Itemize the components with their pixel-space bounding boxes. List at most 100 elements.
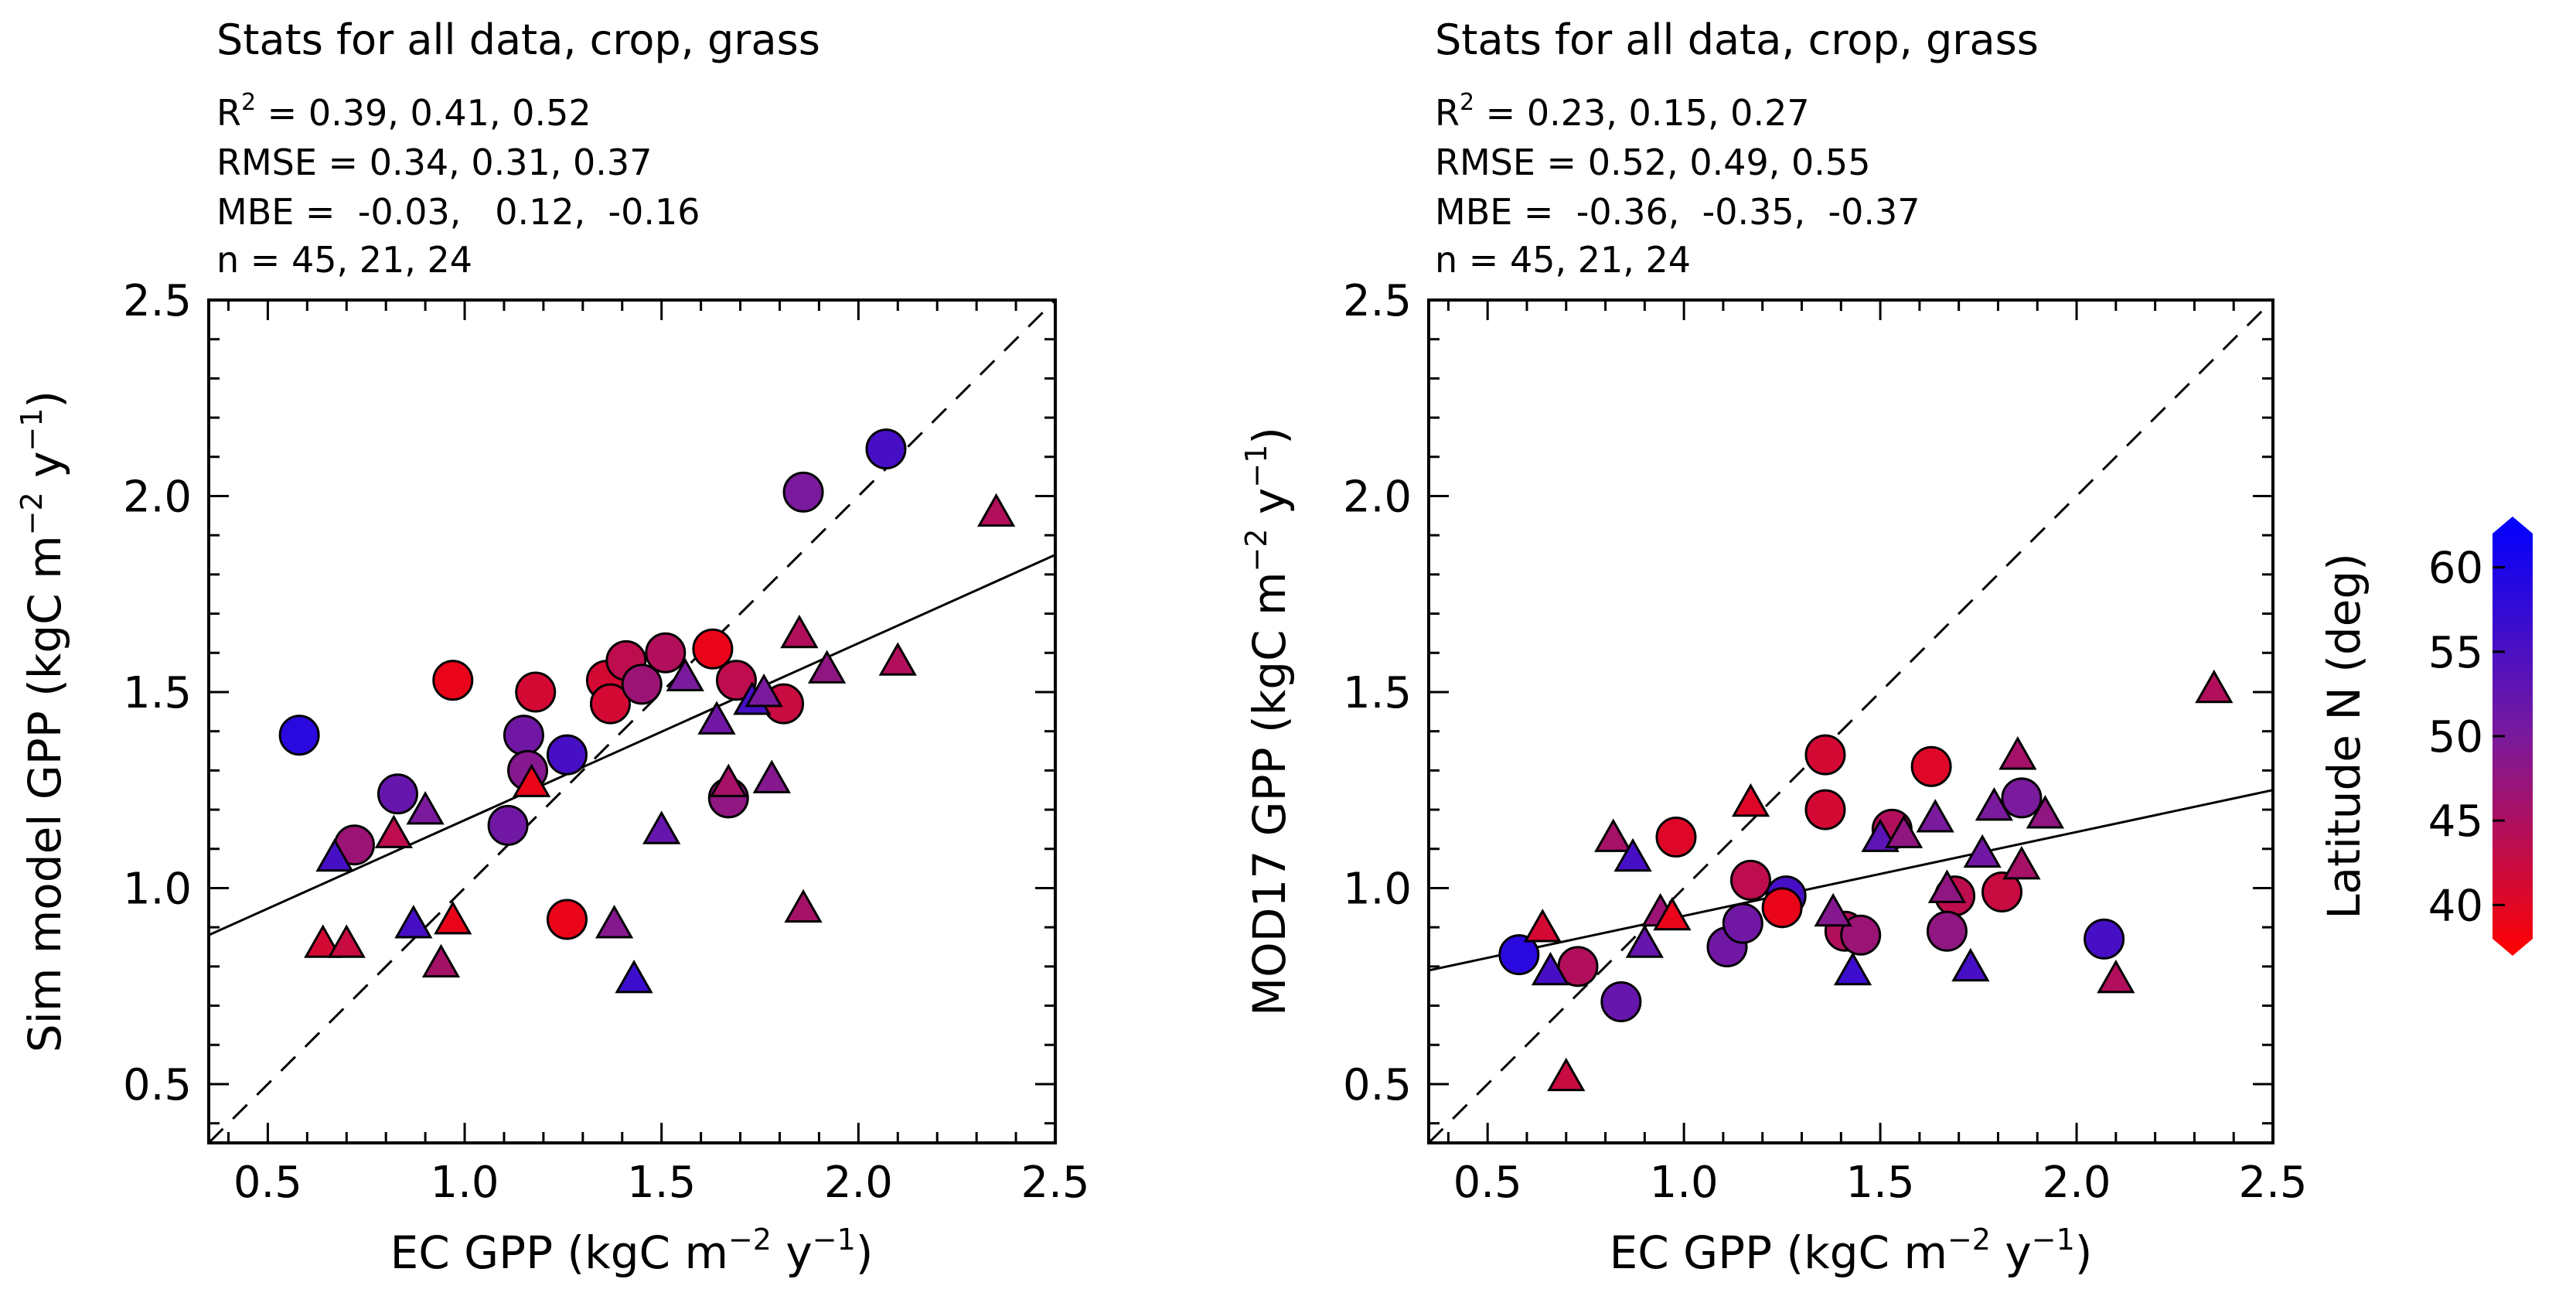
left-grass-point bbox=[304, 924, 342, 958]
right-stats-title: Stats for all data, crop, grass bbox=[1435, 15, 2039, 64]
right-crop-point bbox=[1804, 734, 1846, 776]
right-grass-point bbox=[1814, 892, 1852, 927]
right-crop-point bbox=[1804, 789, 1846, 830]
left-crop-point bbox=[782, 471, 824, 513]
right-crop-point bbox=[2001, 777, 2043, 819]
right-grass-point bbox=[1916, 799, 1954, 833]
right-grass-point bbox=[2002, 846, 2041, 880]
left-crop-point bbox=[515, 671, 557, 713]
left-grass-point bbox=[878, 642, 917, 676]
left-y-tick-label: 2.0 bbox=[123, 472, 192, 522]
left-grass-point bbox=[513, 763, 551, 797]
left-stat-n: n = 45, 21, 24 bbox=[216, 239, 472, 281]
right-one-to-one-line bbox=[1429, 300, 2273, 1143]
right-grass-point bbox=[1613, 837, 1652, 872]
right-grass-point bbox=[1731, 783, 1770, 817]
right-x-tick-label: 1.5 bbox=[1846, 1158, 1915, 1208]
right-grass-point bbox=[1927, 869, 1967, 903]
colorbar-tick-label: 40 bbox=[2428, 881, 2483, 931]
right-x-tick-label: 0.5 bbox=[1453, 1158, 1522, 1208]
right-crop-point bbox=[1722, 902, 1763, 944]
right-grass-point bbox=[1547, 1057, 1586, 1092]
left-crop-point bbox=[546, 734, 588, 776]
colorbar: 40 45 50 55 60 Latitude N (deg) bbox=[2318, 517, 2533, 956]
left-grass-point bbox=[642, 810, 681, 844]
left-crop-point bbox=[432, 660, 474, 701]
right-grass-point bbox=[1625, 924, 1664, 958]
right-crop-point bbox=[2084, 918, 2125, 960]
left-crop-point bbox=[278, 715, 320, 756]
right-grass-point bbox=[2097, 960, 2135, 994]
left-y-tick-label: 1.0 bbox=[123, 864, 192, 914]
right-grass-point bbox=[1594, 818, 1633, 852]
right-grass-point bbox=[1884, 814, 1923, 848]
left-grass-point bbox=[374, 814, 413, 848]
right-grass-point bbox=[1975, 786, 2014, 821]
left-grass-point bbox=[752, 759, 791, 793]
right-y-tick-label: 0.5 bbox=[1343, 1060, 1412, 1110]
left-crop-point bbox=[546, 899, 588, 940]
left-y-axis-label: Sim model GPP (kgC m−2 y−1) bbox=[15, 391, 71, 1052]
left-grass-point bbox=[434, 900, 472, 935]
left-crop-point bbox=[692, 628, 734, 670]
right-stat-mbe: MBE = -0.36, -0.35, -0.37 bbox=[1435, 191, 1920, 233]
right-x-tick-label: 2.0 bbox=[2043, 1158, 2111, 1208]
left-grass-point bbox=[595, 905, 634, 939]
right-plot-area bbox=[1429, 300, 2273, 1143]
right-y-axis-label: MOD17 GPP (kgC m−2 y−1) bbox=[1239, 427, 1296, 1016]
left-panel: Stats for all data, crop, grass R2 = 0.3… bbox=[15, 15, 1090, 1279]
left-y-tick-label: 0.5 bbox=[123, 1060, 192, 1110]
right-x-axis-label: EC GPP (kgC m−2 y−1) bbox=[1610, 1223, 2093, 1279]
right-stat-n: n = 45, 21, 24 bbox=[1435, 239, 1691, 281]
right-y-tick-label: 1.0 bbox=[1343, 864, 1412, 914]
left-grass-point bbox=[780, 614, 819, 649]
left-grass-point bbox=[976, 493, 1016, 527]
left-stats-title: Stats for all data, crop, grass bbox=[216, 15, 820, 64]
left-x-tick-label: 0.5 bbox=[233, 1158, 302, 1208]
colorbar-gradient bbox=[2493, 517, 2533, 956]
right-crop-point bbox=[1655, 817, 1697, 858]
right-panel: Stats for all data, crop, grass R2 = 0.2… bbox=[1239, 15, 2308, 1279]
left-grass-point bbox=[784, 888, 823, 923]
left-crop-point bbox=[503, 715, 544, 756]
left-one-to-one-line bbox=[209, 300, 1055, 1143]
left-stat-mbe: MBE = -0.03, 0.12, -0.16 bbox=[216, 191, 700, 233]
left-plot-area bbox=[209, 300, 1055, 1143]
left-crop-point bbox=[487, 804, 529, 846]
left-crop-point bbox=[377, 773, 418, 815]
left-x-tick-label: 2.5 bbox=[1021, 1158, 1089, 1208]
colorbar-tick-label: 50 bbox=[2428, 712, 2483, 762]
right-grass-point bbox=[1963, 834, 2002, 868]
left-plot-frame bbox=[207, 298, 1057, 1144]
left-x-tick-label: 1.5 bbox=[627, 1158, 696, 1208]
right-grass-point bbox=[1653, 896, 1692, 931]
right-stat-r2: R2 = 0.23, 0.15, 0.27 bbox=[1435, 89, 1810, 134]
left-ticks: 0.5 1.0 1.5 2.0 2.5 0.5 1.0 1.5 2.0 2.5 bbox=[123, 276, 1090, 1208]
left-crop-point bbox=[621, 663, 663, 705]
left-crop-point bbox=[715, 660, 757, 701]
left-x-tick-label: 2.0 bbox=[824, 1158, 893, 1208]
right-grass-point bbox=[1523, 909, 1562, 943]
left-grass-point bbox=[394, 905, 433, 939]
right-x-tick-label: 1.0 bbox=[1650, 1158, 1719, 1208]
left-grass-point bbox=[807, 650, 847, 684]
left-grass-point bbox=[745, 673, 783, 708]
colorbar-tick-label: 60 bbox=[2428, 544, 2483, 594]
right-crop-point bbox=[1981, 871, 2023, 913]
right-ticks: 0.5 1.0 1.5 2.0 2.5 0.5 1.0 1.5 2.0 2.5 bbox=[1343, 276, 2308, 1208]
right-x-tick-label: 2.5 bbox=[2238, 1158, 2307, 1208]
left-grass-point bbox=[709, 763, 748, 797]
colorbar-tick-label: 45 bbox=[2428, 796, 2483, 847]
right-crop-point bbox=[1498, 934, 1540, 976]
right-regression-line bbox=[1429, 789, 2273, 972]
left-stat-rmse: RMSE = 0.34, 0.31, 0.37 bbox=[216, 142, 652, 183]
left-regression-line bbox=[209, 554, 1055, 936]
right-grass-point bbox=[1951, 947, 1990, 982]
right-crop-point bbox=[1600, 981, 1642, 1022]
right-crop-point bbox=[1729, 859, 1771, 901]
left-y-tick-label: 2.5 bbox=[123, 276, 192, 326]
left-grass-point bbox=[615, 960, 653, 994]
right-grass-point bbox=[2026, 795, 2065, 829]
left-crop-point bbox=[589, 683, 631, 725]
